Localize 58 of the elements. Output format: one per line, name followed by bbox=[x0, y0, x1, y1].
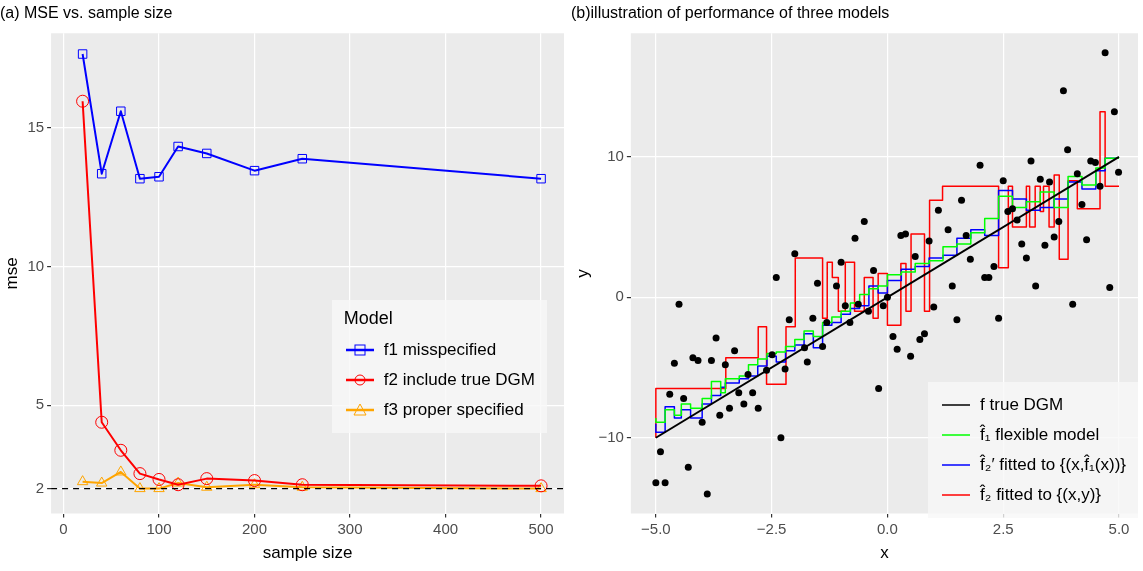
x-axis-title: sample size bbox=[262, 543, 353, 563]
point bbox=[248, 478, 261, 489]
point bbox=[152, 472, 166, 486]
point bbox=[200, 472, 214, 486]
y-tick-label: 15 bbox=[27, 117, 45, 135]
point bbox=[173, 141, 183, 152]
legend-label: f̂₂′ fitted to {(x,f̂₁(x))} bbox=[980, 453, 1126, 476]
point bbox=[536, 173, 546, 184]
point bbox=[77, 49, 88, 59]
legend-label: f2 include true DGM bbox=[383, 369, 535, 391]
point bbox=[133, 467, 147, 481]
legend-label: f1 misspecified bbox=[383, 339, 497, 361]
chart-title: (a) MSE vs. sample size bbox=[0, 4, 173, 22]
x-tick-label: 0.0 bbox=[877, 519, 898, 537]
point bbox=[171, 478, 185, 492]
point bbox=[76, 475, 89, 486]
point bbox=[172, 476, 184, 487]
y-tick-label: 10 bbox=[27, 256, 45, 274]
point bbox=[96, 476, 108, 487]
x-axis-title: x bbox=[880, 543, 890, 563]
point bbox=[134, 482, 146, 493]
x-tick-label: 5.0 bbox=[1108, 519, 1130, 537]
point bbox=[249, 165, 260, 176]
point bbox=[154, 172, 164, 182]
point bbox=[95, 415, 109, 429]
y-tick-label: 2 bbox=[35, 478, 45, 496]
x-tick-label: −2.5 bbox=[756, 519, 787, 537]
point bbox=[248, 474, 262, 488]
chart-title: (b)illustration of performance of three models bbox=[571, 4, 890, 22]
point bbox=[96, 168, 107, 179]
x-tick-label: 300 bbox=[337, 519, 363, 537]
x-tick-label: 100 bbox=[146, 519, 172, 537]
x-tick-label: 500 bbox=[528, 519, 554, 537]
y-axis-title: mse bbox=[1, 257, 21, 290]
point bbox=[115, 465, 127, 476]
legend-label: f̂₁ flexible model bbox=[980, 423, 1100, 446]
x-tick-label: 2.5 bbox=[992, 519, 1014, 537]
point bbox=[202, 148, 212, 159]
x-tick-label: 400 bbox=[433, 519, 459, 537]
point bbox=[297, 153, 308, 164]
point bbox=[153, 482, 165, 493]
x-tick-label: 0 bbox=[59, 519, 68, 537]
x-tick-label: −5.0 bbox=[641, 519, 671, 537]
y-axis-title: y bbox=[572, 268, 592, 278]
point bbox=[76, 94, 90, 108]
point bbox=[135, 173, 145, 184]
legend-title: Model bbox=[343, 308, 394, 329]
y-tick-label: −10 bbox=[598, 427, 624, 445]
legend-label: f̂₂ fitted to {(x,y)} bbox=[980, 483, 1102, 506]
y-tick-label: 10 bbox=[607, 146, 624, 164]
legend-label: f3 proper specified bbox=[383, 399, 524, 421]
x-tick-label: 200 bbox=[242, 519, 268, 537]
point bbox=[114, 443, 128, 457]
point bbox=[201, 480, 213, 491]
y-tick-label: 0 bbox=[615, 287, 624, 305]
point bbox=[116, 106, 126, 116]
legend-label: f true DGM bbox=[980, 394, 1064, 416]
y-tick-label: 5 bbox=[35, 395, 45, 413]
